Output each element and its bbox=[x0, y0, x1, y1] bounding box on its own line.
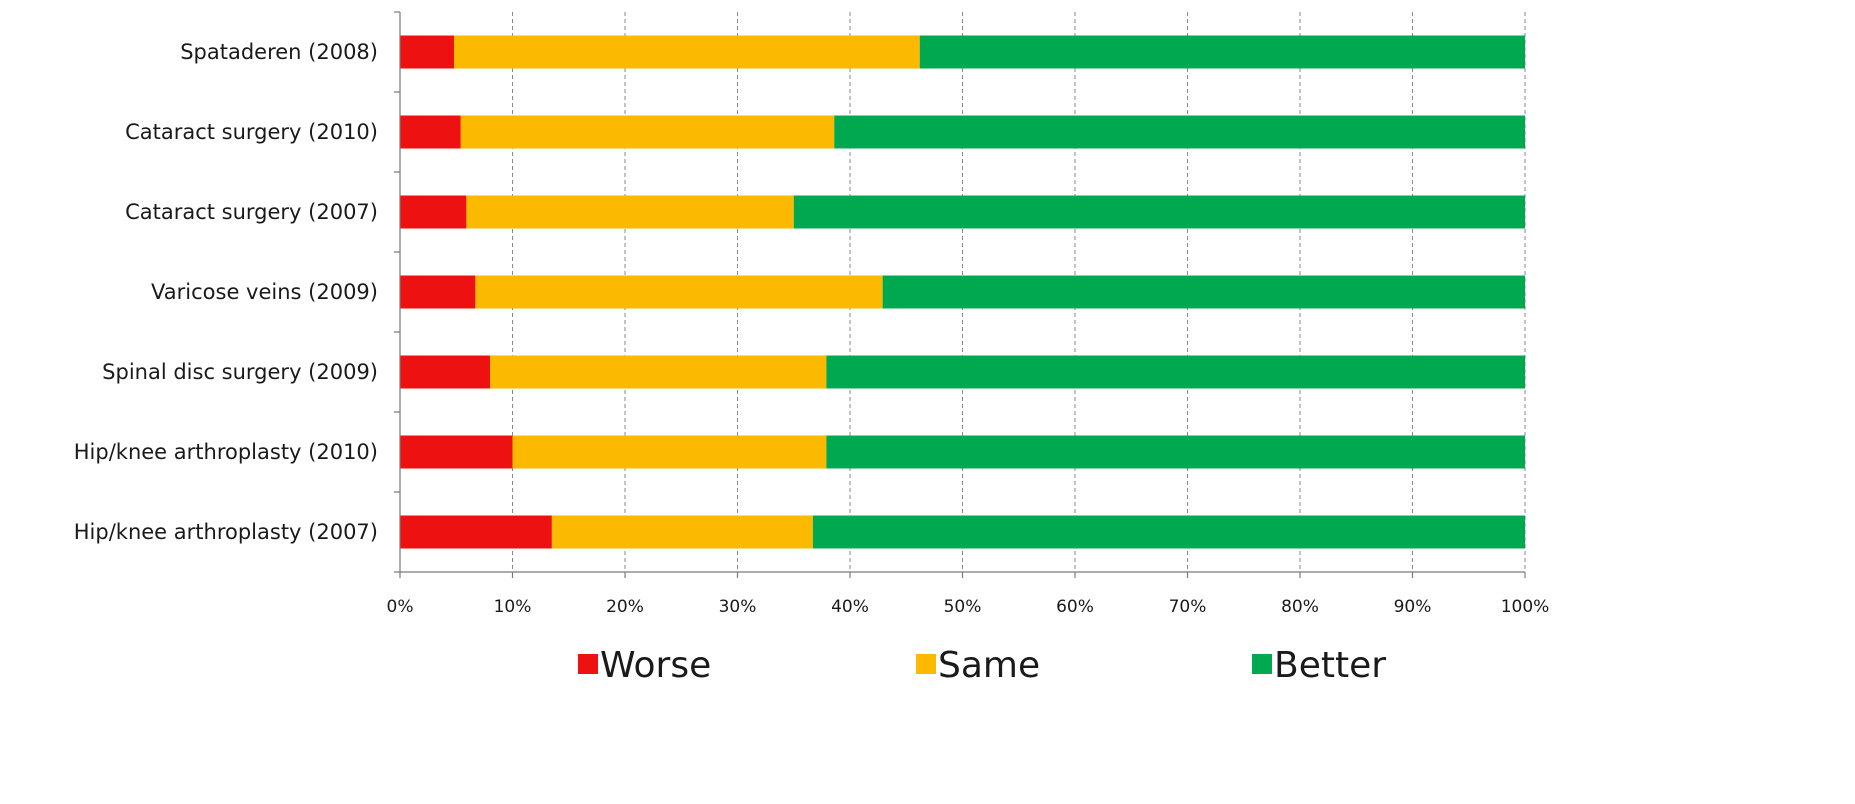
legend-swatch-better bbox=[1252, 654, 1272, 674]
legend: Worse Same Better bbox=[578, 645, 1386, 686]
x-tick-label-30: 30% bbox=[719, 597, 757, 617]
bar-better-hip-knee-arthroplasty-2007 bbox=[812, 515, 1525, 549]
x-tick-label-70: 70% bbox=[1169, 597, 1207, 617]
x-tick-label-60: 60% bbox=[1056, 597, 1094, 617]
bar-worse-spinal-disc-surgery-2009 bbox=[400, 355, 490, 389]
x-tick-label-10: 10% bbox=[494, 597, 532, 617]
bar-same-cataract-surgery-2007 bbox=[466, 195, 794, 229]
bar-worse-hip-knee-arthroplasty-2007 bbox=[400, 515, 552, 549]
category-label: Varicose veins (2009) bbox=[151, 280, 378, 304]
bar-better-varicose-veins-2009 bbox=[882, 275, 1525, 309]
category-label: Spinal disc surgery (2009) bbox=[102, 360, 378, 384]
legend-swatch-worse bbox=[578, 654, 598, 674]
bar-worse-hip-knee-arthroplasty-2010 bbox=[400, 435, 513, 469]
category-label: Cataract surgery (2010) bbox=[125, 120, 378, 144]
bar-worse-spataderen-2008 bbox=[400, 35, 454, 69]
legend-label-better: Better bbox=[1274, 645, 1386, 686]
bar-same-cataract-surgery-2010 bbox=[460, 115, 835, 149]
x-tick-labels: 0% 10% 20% 30% 40% 50% 60% 70% 80% 90% 100% bbox=[387, 597, 1550, 617]
bar-better-cataract-surgery-2010 bbox=[834, 115, 1525, 149]
bar-worse-varicose-veins-2009 bbox=[400, 275, 476, 309]
bar-same-spinal-disc-surgery-2009 bbox=[490, 355, 827, 389]
bar-same-spataderen-2008 bbox=[454, 35, 920, 69]
legend-swatch-same bbox=[916, 654, 936, 674]
category-labels: Spataderen (2008) Cataract surgery (2010)… bbox=[74, 40, 378, 544]
category-label: Cataract surgery (2007) bbox=[125, 200, 378, 224]
x-tick-label-90: 90% bbox=[1394, 597, 1432, 617]
bar-worse-cataract-surgery-2010 bbox=[400, 115, 461, 149]
x-tick-label-100: 100% bbox=[1501, 597, 1550, 617]
bar-better-hip-knee-arthroplasty-2010 bbox=[826, 435, 1525, 469]
bar-same-hip-knee-arthroplasty-2010 bbox=[512, 435, 827, 469]
bar-same-varicose-veins-2009 bbox=[475, 275, 883, 309]
x-tick-label-20: 20% bbox=[606, 597, 644, 617]
category-label: Hip/knee arthroplasty (2010) bbox=[74, 440, 378, 464]
x-tick-label-80: 80% bbox=[1281, 597, 1319, 617]
bar-better-cataract-surgery-2007 bbox=[793, 195, 1525, 229]
x-tick-label-40: 40% bbox=[831, 597, 869, 617]
legend-label-same: Same bbox=[938, 645, 1040, 686]
category-label: Hip/knee arthroplasty (2007) bbox=[74, 520, 378, 544]
bar-better-spinal-disc-surgery-2009 bbox=[826, 355, 1525, 389]
bars bbox=[400, 35, 1525, 549]
bar-same-hip-knee-arthroplasty-2007 bbox=[551, 515, 813, 549]
bar-worse-cataract-surgery-2007 bbox=[400, 195, 467, 229]
x-tick-label-50: 50% bbox=[944, 597, 982, 617]
bar-better-spataderen-2008 bbox=[919, 35, 1525, 69]
category-label: Spataderen (2008) bbox=[180, 40, 378, 64]
legend-label-worse: Worse bbox=[600, 645, 711, 686]
x-tick-label-0: 0% bbox=[387, 597, 414, 617]
axes bbox=[394, 11, 1526, 578]
